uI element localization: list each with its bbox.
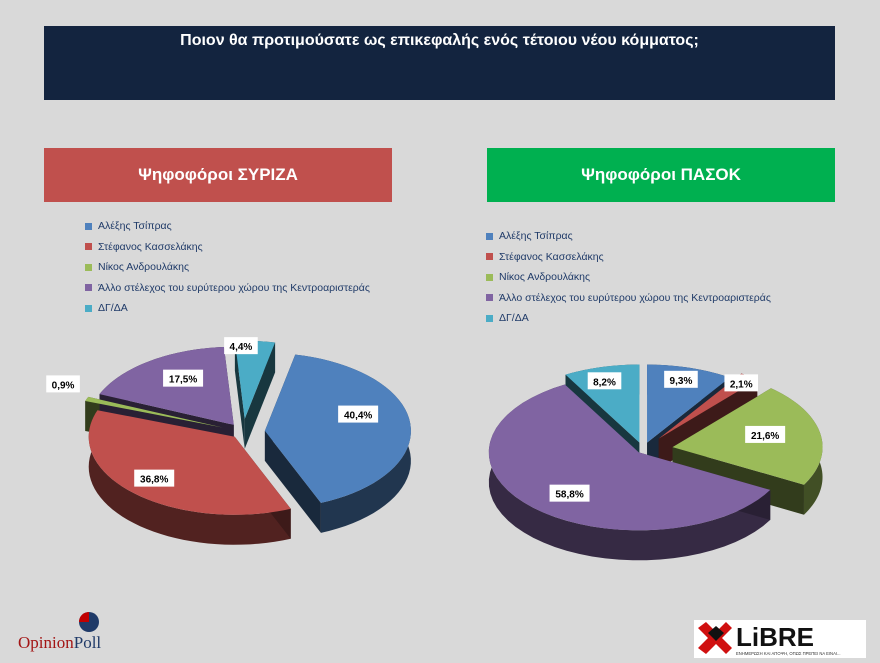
data-label-box	[134, 469, 175, 487]
data-label-text: 4,4%	[230, 342, 253, 353]
logo-text-opinion: Opinion	[18, 633, 74, 652]
legend-swatch	[85, 304, 92, 312]
legend-item: ΔΓ/ΔΑ	[85, 298, 370, 319]
legend-label: Νίκος Ανδρουλάκης	[499, 271, 591, 284]
legend-swatch	[85, 222, 92, 230]
title-bar: Ποιον θα προτιμούσατε ως επικεφαλής ενός…	[44, 26, 835, 100]
data-label: 2,1%	[724, 374, 759, 392]
data-label: 8,2%	[587, 372, 622, 390]
data-label-text: 9,3%	[670, 376, 693, 387]
legend-item: Άλλο στέλεχος του ευρύτερου χώρου της Κε…	[85, 278, 370, 299]
legend-item: Νίκος Ανδρουλάκης	[85, 257, 370, 278]
legend-label: ΔΓ/ΔΑ	[98, 302, 128, 315]
data-label-box	[587, 372, 622, 390]
logo-text-poll: Poll	[74, 633, 102, 652]
data-label-box	[338, 405, 379, 423]
pie-slice-rim	[88, 410, 291, 545]
pie-slice-wall	[264, 430, 321, 533]
data-label-text: 0,9%	[52, 380, 75, 391]
pasok-header: Ψηφοφόροι ΠΑΣΟΚ	[487, 148, 835, 202]
data-label-box	[163, 369, 204, 387]
legend-swatch	[486, 273, 493, 281]
libre-text: LiBRE	[736, 622, 814, 652]
logo-text: OpinionPoll	[18, 633, 101, 652]
data-label: 17,5%	[163, 369, 204, 387]
legend-swatch	[486, 232, 493, 240]
data-label-box	[745, 425, 786, 443]
data-label-text: 58,8%	[555, 490, 583, 501]
syriza-legend: Αλέξης Τσίπρας Στέφανος Κασσελάκης Νίκος…	[85, 216, 370, 319]
legend-label: Στέφανος Κασσελάκης	[499, 250, 604, 263]
legend-item: Αλέξης Τσίπρας	[85, 216, 370, 237]
libre-logo: LiBRE ΕΝΗΜΕΡΩΣΗ ΚΑΙ ΑΠΟΨΗ, ΟΠΩΣ ΠΡΕΠΕΙ Ν…	[694, 620, 866, 658]
libre-tagline: ΕΝΗΜΕΡΩΣΗ ΚΑΙ ΑΠΟΨΗ, ΟΠΩΣ ΠΡΕΠΕΙ ΝΑ ΕΙΝΑ…	[736, 651, 841, 656]
data-label-text: 17,5%	[169, 375, 197, 386]
data-label-box	[224, 337, 258, 355]
libre-logo-graphic: LiBRE ΕΝΗΜΕΡΩΣΗ ΚΑΙ ΑΠΟΨΗ, ΟΠΩΣ ΠΡΕΠΕΙ Ν…	[698, 622, 841, 656]
data-label-text: 40,4%	[344, 411, 372, 422]
legend-label: Άλλο στέλεχος του ευρύτερου χώρου της Κε…	[499, 291, 771, 304]
legend-label: Νίκος Ανδρουλάκης	[98, 261, 190, 274]
legend-swatch	[85, 263, 92, 271]
libre-mark-inner-icon	[708, 626, 724, 641]
pie-slice	[88, 410, 291, 515]
syriza-header: Ψηφοφόροι ΣΥΡΙΖΑ	[44, 148, 392, 202]
legend-item: Στέφανος Κασσελάκης	[486, 247, 771, 268]
data-label-box	[724, 374, 759, 392]
legend-label: Αλέξης Τσίπρας	[499, 230, 573, 243]
data-label-text: 8,2%	[593, 377, 616, 388]
pie-chart: 9,3% 2,1% 21,6% 58,8% 8,2%	[488, 364, 823, 561]
legend-item: Αλέξης Τσίπρας	[486, 226, 771, 247]
legend-label: Αλέξης Τσίπρας	[98, 220, 172, 233]
data-label: 40,4%	[338, 405, 379, 423]
legend-swatch	[486, 314, 493, 322]
data-label: 4,4%	[224, 337, 258, 355]
data-label: 9,3%	[664, 370, 698, 388]
logo-wedge-icon	[79, 612, 89, 622]
pie-slice	[264, 354, 411, 503]
pie-slice	[234, 340, 276, 419]
legend-item: Άλλο στέλεχος του ευρύτερου χώρου της Κε…	[486, 288, 771, 309]
pie-slice	[85, 396, 223, 428]
data-label-box	[664, 370, 698, 388]
legend-swatch	[85, 243, 92, 251]
data-label-text: 21,6%	[751, 431, 779, 442]
legend-item: Στέφανος Κασσελάκης	[85, 237, 370, 258]
opinion-poll-logo: OpinionPoll	[18, 612, 101, 652]
data-label-box	[46, 375, 80, 393]
data-label: 58,8%	[549, 484, 590, 502]
data-label: 0,9%	[46, 375, 80, 393]
pie-chart: 40,4% 36,8% 0,9% 17,5% 4,4%	[46, 337, 411, 545]
legend-swatch	[486, 253, 493, 261]
pie-slice-wall	[244, 342, 276, 449]
data-label: 21,6%	[745, 425, 786, 443]
data-label-text: 2,1%	[730, 379, 753, 390]
legend-item: ΔΓ/ΔΑ	[486, 308, 771, 329]
legend-item: Νίκος Ανδρουλάκης	[486, 267, 771, 288]
pasok-header-label: Ψηφοφόροι ΠΑΣΟΚ	[581, 165, 741, 184]
legend-label: Άλλο στέλεχος του ευρύτερου χώρου της Κε…	[98, 281, 370, 294]
data-label: 36,8%	[134, 469, 175, 487]
legend-swatch	[85, 284, 92, 292]
legend-label: Στέφανος Κασσελάκης	[98, 240, 203, 253]
data-label-box	[549, 484, 590, 502]
data-label-text: 36,8%	[140, 475, 168, 486]
pie-slice-wall	[234, 341, 245, 449]
pasok-legend: Αλέξης Τσίπρας Στέφανος Κασσελάκης Νίκος…	[486, 226, 771, 329]
legend-swatch	[486, 294, 493, 302]
chart-title: Ποιον θα προτιμούσατε ως επικεφαλής ενός…	[180, 32, 699, 49]
syriza-header-label: Ψηφοφόροι ΣΥΡΙΖΑ	[138, 165, 298, 184]
legend-label: ΔΓ/ΔΑ	[499, 312, 529, 325]
